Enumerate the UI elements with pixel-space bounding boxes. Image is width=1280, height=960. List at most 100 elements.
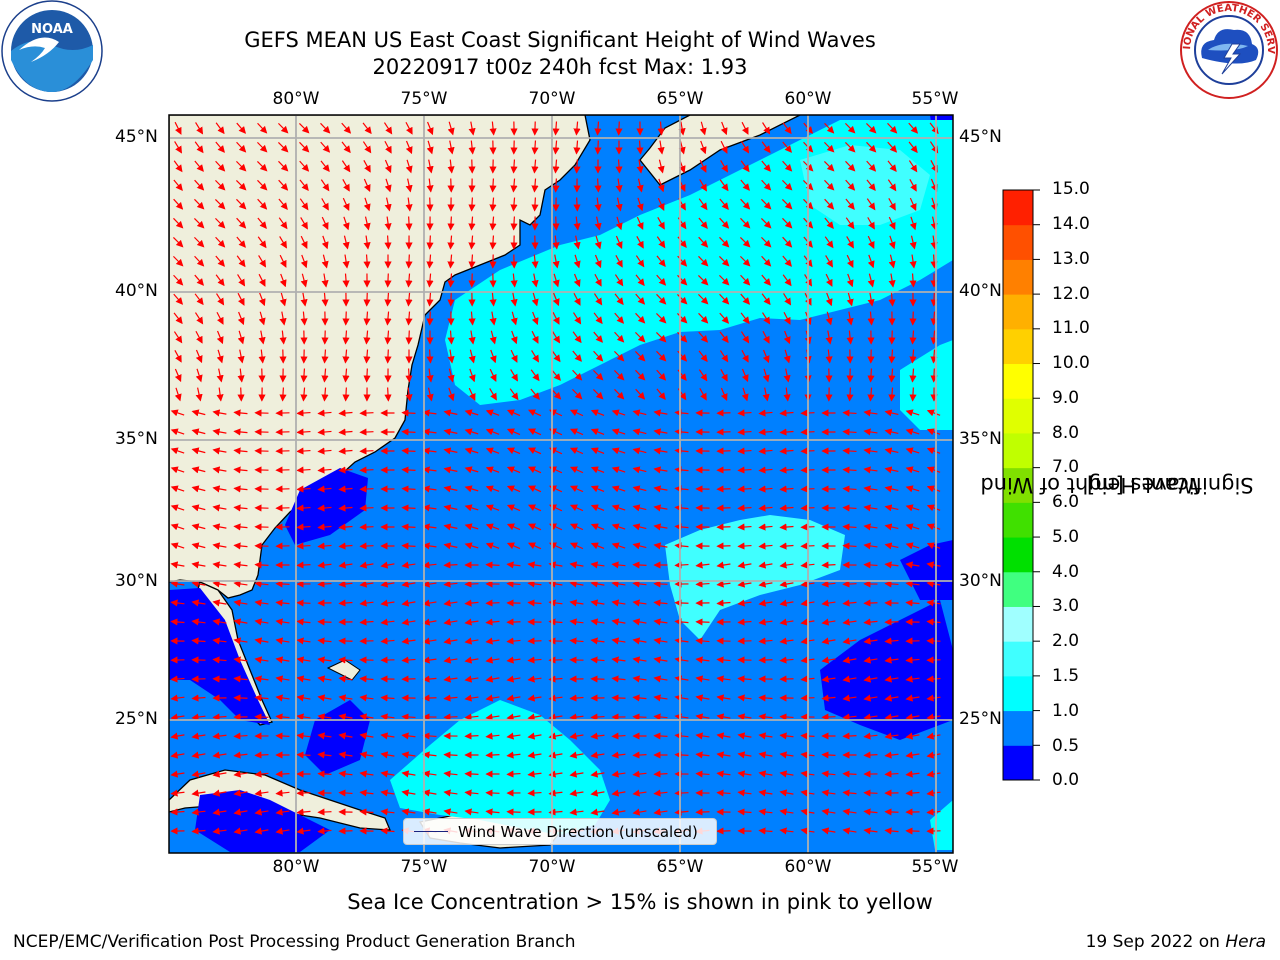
wave-arrow-1131 [613,698,626,699]
lon-label-bottom-70w: 70°W [512,857,592,877]
wave-arrow-418 [409,331,410,344]
wave-arrow-234 [430,236,431,249]
wave-arrow-521 [241,388,242,401]
wave-arrow-855 [256,565,269,566]
wave-arrow-864 [445,565,458,566]
wave-arrow-882 [823,565,836,566]
lon-label-bottom-75w: 75°W [384,857,464,877]
wave-arrow-825 [403,546,416,547]
wave-arrow-749 [361,508,374,509]
wave-arrow-201 [514,217,515,230]
map-legend: Wind Wave Direction (unscaled) [403,818,717,845]
wave-arrow-1227 [298,755,311,756]
sea-ice-caption: Sea Ice Concentration > 15% is shown in … [240,890,1040,914]
lon-label-bottom-60w: 60°W [768,857,848,877]
wave-arrow-677 [403,470,416,471]
wave-arrow-788 [403,527,416,528]
wave-arrow-1196 [424,736,437,737]
wave-arrow-751 [403,508,416,509]
wave-arrow-920 [844,584,857,585]
footer-credit: NCEP/EMC/Verification Post Processing Pr… [13,932,576,952]
wave-arrow-198 [451,217,452,230]
wave-arrow-306 [388,274,389,287]
wave-arrow-1310 [487,793,500,794]
wave-arrow-902 [466,584,479,585]
wave-arrow-1205 [613,736,626,737]
wave-arrow-1357 [697,812,710,813]
lon-label-top-60w: 60°W [768,89,848,109]
wave-arrow-1122 [424,698,437,699]
wave-arrow-714 [403,489,416,490]
colorbar-band-9 [1003,433,1033,468]
wave-arrow-893 [277,584,290,585]
wave-arrow-165 [535,198,536,211]
wave-arrow-93 [577,160,578,173]
wave-arrow-167 [577,198,578,211]
wave-arrow-1216 [844,736,857,737]
lat-label-right-25n: 25°N [959,709,1002,729]
wave-arrow-1281 [655,774,668,775]
wave-arrow-1254 [865,755,878,756]
wave-arrow-270 [409,255,410,268]
colorbar-tick-15: 13.0 [1052,249,1090,269]
wave-arrow-129 [556,179,557,192]
wave-arrow-237 [493,236,494,249]
wave-arrow-1160 [445,717,458,718]
wave-arrow-1102 [781,679,794,680]
wave-arrow-160 [430,198,431,211]
lon-label-top-65w: 65°W [640,89,720,109]
wave-arrow-1290 [844,774,857,775]
colorbar-band-14 [1003,259,1033,294]
lat-label-right-30n: 30°N [959,571,1002,591]
wave-arrow-232 [388,236,389,249]
lon-label-bottom-65w: 65°W [640,857,720,877]
legend-line-swatch [414,831,448,832]
wave-arrow-1272 [466,774,479,775]
lat-label-left-35n: 35°N [115,429,158,449]
footer-date: 19 Sep 2022 on Hera [1086,932,1266,952]
wave-arrow-857 [298,565,311,566]
wave-arrow-405 [913,312,914,325]
wave-arrow-884 [865,565,878,566]
wave-arrow-1234 [445,755,458,756]
wave-arrow-1198 [466,736,479,737]
wave-arrow-342 [367,293,368,306]
colorbar-tick-4: 2.0 [1052,631,1079,651]
colorbar-tick-6: 4.0 [1052,562,1079,582]
wave-arrow-1319 [676,793,689,794]
colorbar-tick-13: 11.0 [1052,318,1090,338]
wave-arrow-1245 [676,755,689,756]
wave-arrow-875 [676,565,689,566]
lat-label-left-25n: 25°N [115,709,158,729]
colorbar-band-5 [1003,572,1033,607]
colorbar-tick-7: 5.0 [1052,527,1079,547]
wave-arrow-969 [319,622,332,623]
lon-label-bottom-80w: 80°W [256,857,336,877]
colorbar-tick-14: 12.0 [1052,284,1090,304]
wave-arrow-369 [934,293,935,306]
wave-arrow-866 [487,565,500,566]
wave-arrow-1283 [697,774,710,775]
colorbar-label-line2: Waves [m] [1087,472,1199,498]
wave-arrow-124 [451,179,452,192]
wave-arrow-126 [493,179,494,192]
wave-arrow-1189 [277,736,290,737]
wave-arrow-949 [676,603,689,604]
lon-label-top-70w: 70°W [512,89,592,109]
wave-arrow-382 [430,312,431,325]
wave-arrow-564 [361,413,374,414]
wave-arrow-640 [403,451,416,452]
colorbar-band-0 [1003,745,1033,780]
colorbar-tick-1: 0.5 [1052,736,1079,756]
wave-arrow-1178 [823,717,836,718]
colorbar-band-2 [1003,676,1033,711]
lon-label-top-80w: 80°W [256,89,336,109]
colorbar-band-13 [1003,294,1033,329]
wave-arrow-1236 [487,755,500,756]
wave-arrow-940 [487,603,500,604]
colorbar-band-4 [1003,606,1033,641]
wave-arrow-203 [556,217,557,230]
lon-label-top-75w: 75°W [384,89,464,109]
wave-arrow-1243 [634,755,647,756]
wave-arrow-1348 [508,812,521,813]
